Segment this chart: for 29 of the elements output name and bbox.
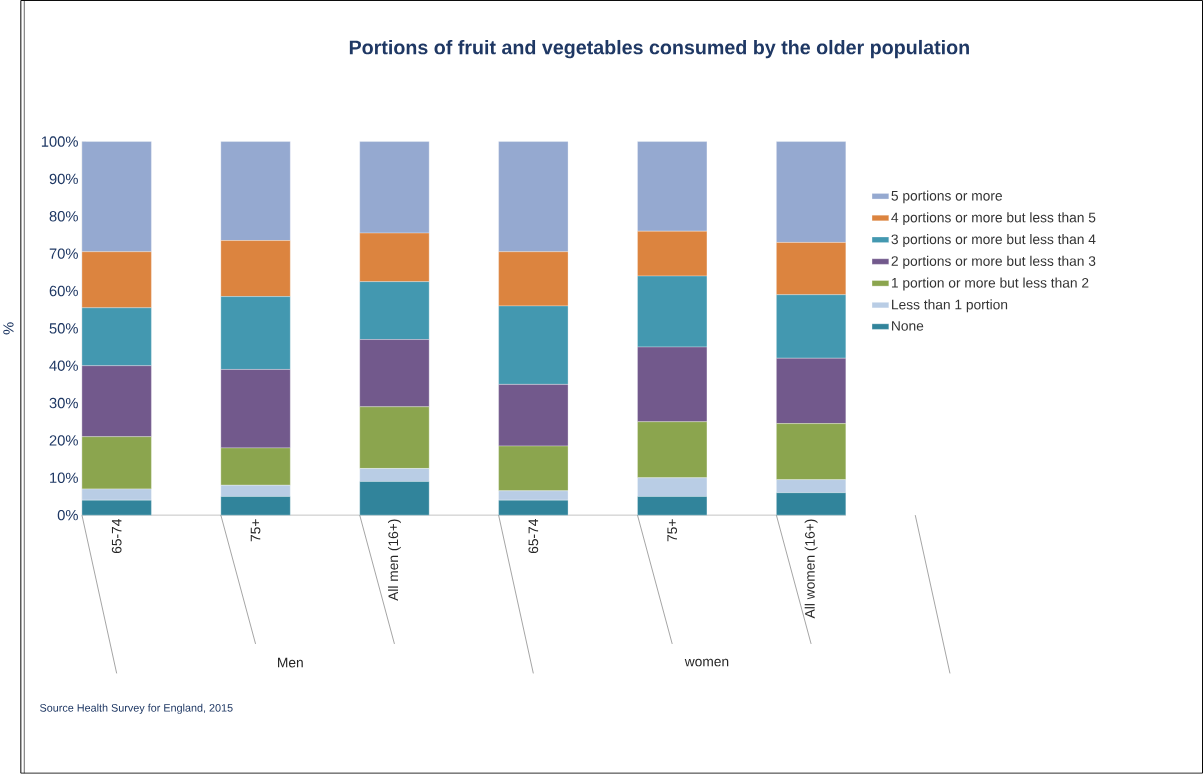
y-tick-label: 30% xyxy=(49,398,78,409)
y-tick-label: 60% xyxy=(49,285,78,297)
legend-label: 1 portion or more but less than 2 xyxy=(891,277,1089,291)
y-tick-label: 0% xyxy=(57,510,78,521)
y-tick-label: 10% xyxy=(50,472,78,484)
chart-title: Portions of fruit and vegetables consumed by the older population xyxy=(349,40,969,59)
text: women xyxy=(684,658,729,667)
legend-label: Less than 1 portion xyxy=(892,299,1008,313)
y-tick-label: 80% xyxy=(49,211,78,222)
x-tick-label: 65-74 xyxy=(111,519,122,554)
y-axis-title: % xyxy=(3,322,14,335)
legend-label: 5 portions or more xyxy=(891,190,1002,204)
x-tick-label: 65-74 xyxy=(528,519,539,554)
x-tick-label: All men (16+) xyxy=(388,519,401,601)
x-tick-label: All women (16+) xyxy=(804,519,818,619)
source-note: Source Health Survey for England, 2015 xyxy=(40,703,233,714)
x-tick-label: 75+ xyxy=(250,519,261,542)
y-tick-label: 70% xyxy=(49,248,78,259)
y-tick-label: 50% xyxy=(49,323,78,334)
x-tick-label: 75+ xyxy=(667,519,678,542)
y-tick-label: 90% xyxy=(49,173,78,185)
legend-label: 3 portions or more but less than 4 xyxy=(891,234,1096,248)
y-tick-label: 20% xyxy=(49,435,78,446)
text: Men xyxy=(278,657,303,668)
legend-label: 4 portions or more but less than 5 xyxy=(891,212,1096,226)
legend-label: None xyxy=(892,321,924,331)
y-tick-label: 100% xyxy=(41,136,78,147)
y-tick-label: 40% xyxy=(49,360,78,372)
legend-label: 2 portions or more but less than 3 xyxy=(891,255,1096,269)
